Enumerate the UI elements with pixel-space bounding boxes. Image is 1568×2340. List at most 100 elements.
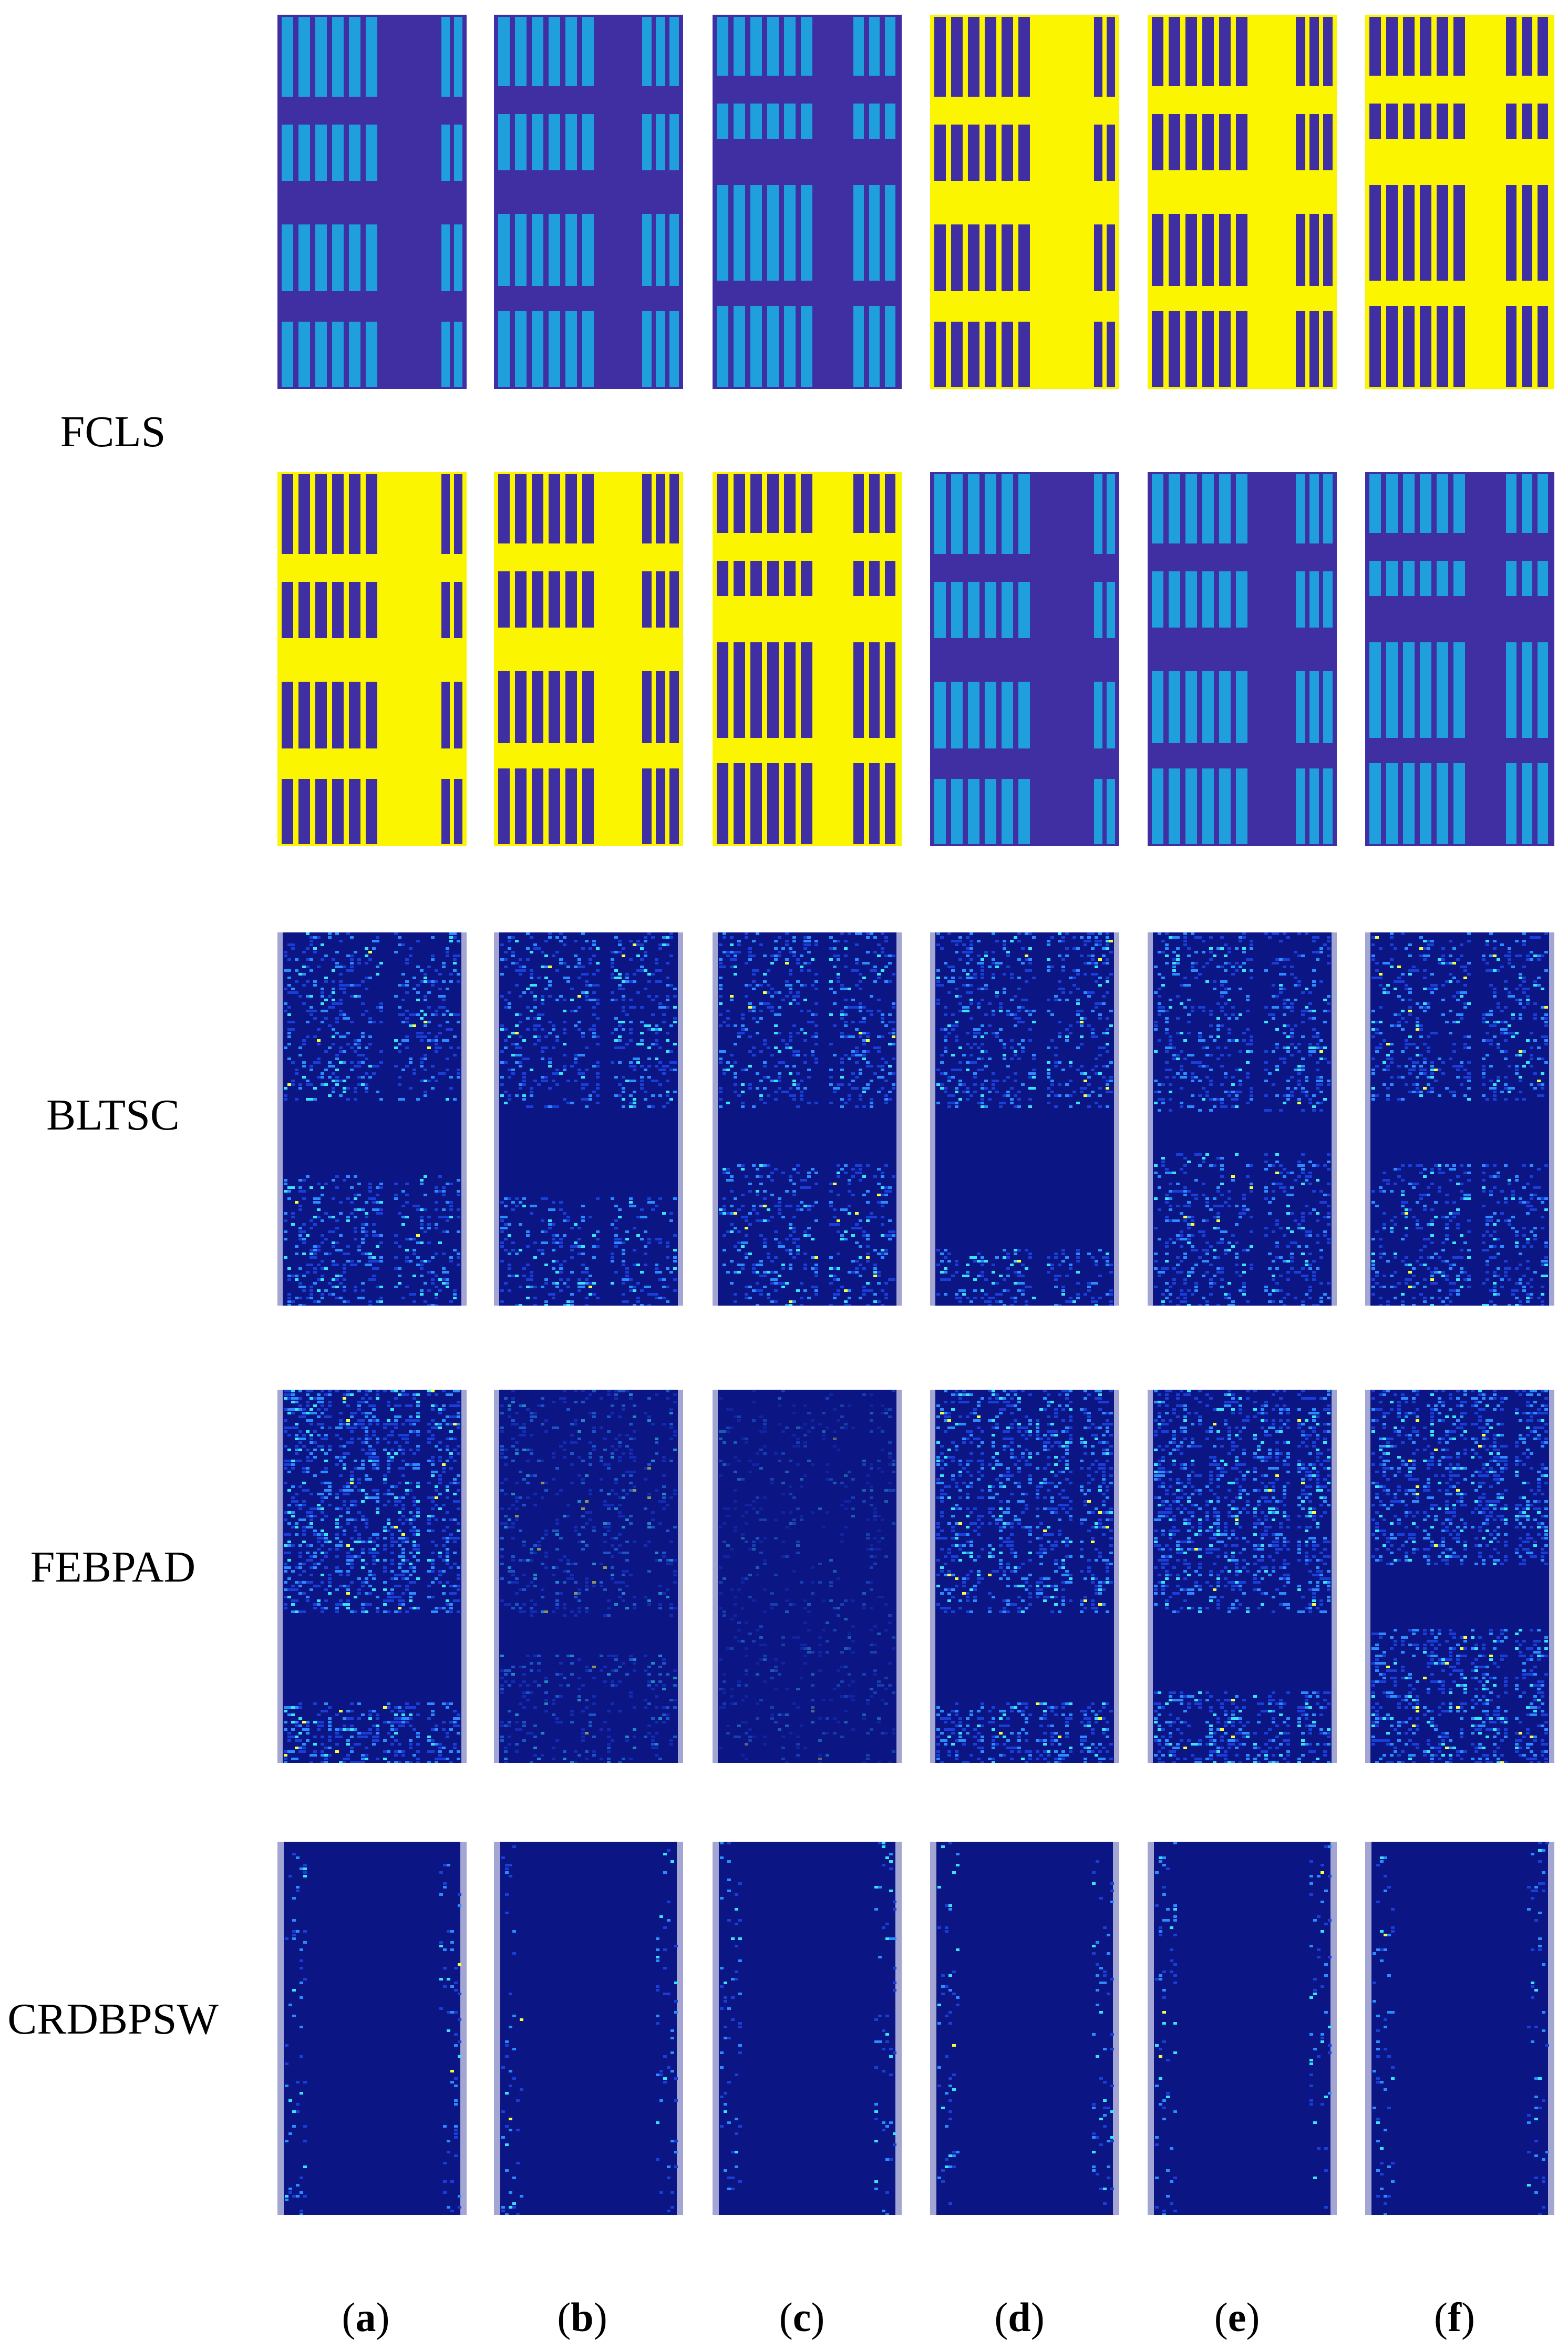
heat-cell	[1416, 1061, 1419, 1064]
heat-cell	[1014, 1054, 1017, 1056]
heat-cell	[295, 1098, 298, 1101]
heat-cell	[734, 951, 737, 953]
heat-cell	[537, 1035, 541, 1038]
heat-cell	[862, 1267, 866, 1270]
heat-cell	[814, 1256, 818, 1259]
heat-cell	[324, 1267, 328, 1270]
heat-cell	[1242, 969, 1246, 972]
heat-cell	[774, 1278, 778, 1281]
heat-cell	[774, 1098, 778, 1101]
heat-cell	[1279, 940, 1283, 942]
heat-cell	[592, 940, 596, 942]
heat-cell	[1172, 1219, 1176, 1222]
heat-cell	[1449, 962, 1452, 964]
heat-cell	[1109, 1061, 1113, 1064]
heat-cell	[361, 1013, 365, 1016]
heat-cell	[1047, 1256, 1050, 1259]
heat-cell	[873, 980, 877, 983]
heat-cell	[647, 1304, 651, 1306]
heat-cell	[1017, 1275, 1021, 1277]
heat-cell	[840, 988, 844, 990]
heat-cell	[940, 1072, 944, 1075]
heat-cell	[734, 955, 737, 957]
target-bar	[1403, 185, 1415, 281]
heat-cell	[944, 962, 947, 964]
horizontal-road	[713, 740, 902, 761]
heat-cell	[848, 1094, 851, 1097]
heat-cell	[756, 984, 759, 987]
heat-cell	[438, 1241, 442, 1244]
heat-cell	[936, 984, 940, 987]
heat-cell	[1283, 999, 1286, 1001]
target-bar	[1386, 474, 1398, 533]
heat-cell	[1467, 973, 1471, 976]
heat-cell	[862, 1230, 866, 1233]
heat-cell	[1397, 995, 1401, 998]
heat-cell	[995, 962, 999, 964]
heat-cell	[778, 1208, 781, 1211]
heat-cell	[332, 1002, 335, 1005]
heat-cell	[741, 1216, 745, 1218]
heat-cell	[1098, 943, 1102, 946]
heat-cell	[611, 1197, 614, 1200]
target-bar	[315, 322, 327, 387]
heat-cell	[1408, 969, 1412, 972]
heat-cell	[401, 1039, 405, 1042]
heat-cell	[335, 1017, 339, 1020]
heat-cell	[1202, 1161, 1205, 1163]
heat-cell	[955, 995, 958, 998]
heat-cell	[511, 1241, 515, 1244]
heat-cell	[1275, 1172, 1279, 1174]
heat-cell	[1231, 1091, 1235, 1093]
heat-cell	[614, 1271, 618, 1274]
target-bar	[315, 224, 327, 291]
heat-cell	[552, 1241, 555, 1244]
heat-cell	[420, 1080, 424, 1082]
heat-cell	[1290, 1028, 1294, 1031]
heat-cell	[1220, 984, 1224, 987]
heat-cell	[508, 1197, 511, 1200]
heat-cell	[431, 1087, 435, 1090]
heat-cell	[662, 1021, 666, 1023]
heat-cell	[811, 1054, 814, 1056]
heat-cell	[368, 1065, 372, 1068]
heat-cell	[306, 1035, 310, 1038]
heat-cell	[759, 1289, 763, 1292]
heat-cell	[966, 955, 969, 957]
heat-cell	[811, 1286, 814, 1288]
heat-cell	[361, 1002, 365, 1005]
heat-cell	[984, 1080, 988, 1082]
heat-cell	[530, 1094, 533, 1097]
heat-cell	[1379, 1043, 1383, 1045]
heat-cell	[1297, 1098, 1301, 1101]
target-bar	[717, 474, 728, 533]
heat-cell	[442, 1039, 446, 1042]
heat-cell	[1419, 947, 1423, 950]
heat-cell	[629, 1021, 633, 1023]
heat-cell	[537, 977, 541, 979]
heat-cell	[873, 1046, 877, 1049]
heat-cell	[726, 1271, 730, 1274]
heat-cell	[1028, 958, 1032, 961]
heat-cell	[888, 1278, 892, 1281]
heat-cell	[1202, 1046, 1205, 1049]
heat-cell	[1235, 969, 1239, 972]
heat-cell	[287, 1013, 291, 1016]
heat-cell	[1154, 1172, 1158, 1174]
heat-cell	[1541, 1006, 1544, 1009]
heat-cell	[884, 1234, 888, 1237]
heat-cell	[862, 1043, 866, 1045]
target-bar	[515, 768, 527, 844]
target-bar	[1094, 224, 1102, 291]
heat-cell	[792, 1300, 796, 1303]
heat-cell	[508, 1234, 511, 1237]
target-bar	[1386, 104, 1398, 139]
heat-cell	[611, 951, 614, 953]
heat-cell	[1154, 1227, 1158, 1229]
heat-cell	[803, 1253, 807, 1255]
heat-cell	[662, 1013, 666, 1016]
heat-cell	[298, 1234, 302, 1237]
heat-cell	[1224, 1293, 1227, 1296]
heat-cell	[570, 1227, 574, 1229]
heat-cell	[763, 980, 767, 983]
